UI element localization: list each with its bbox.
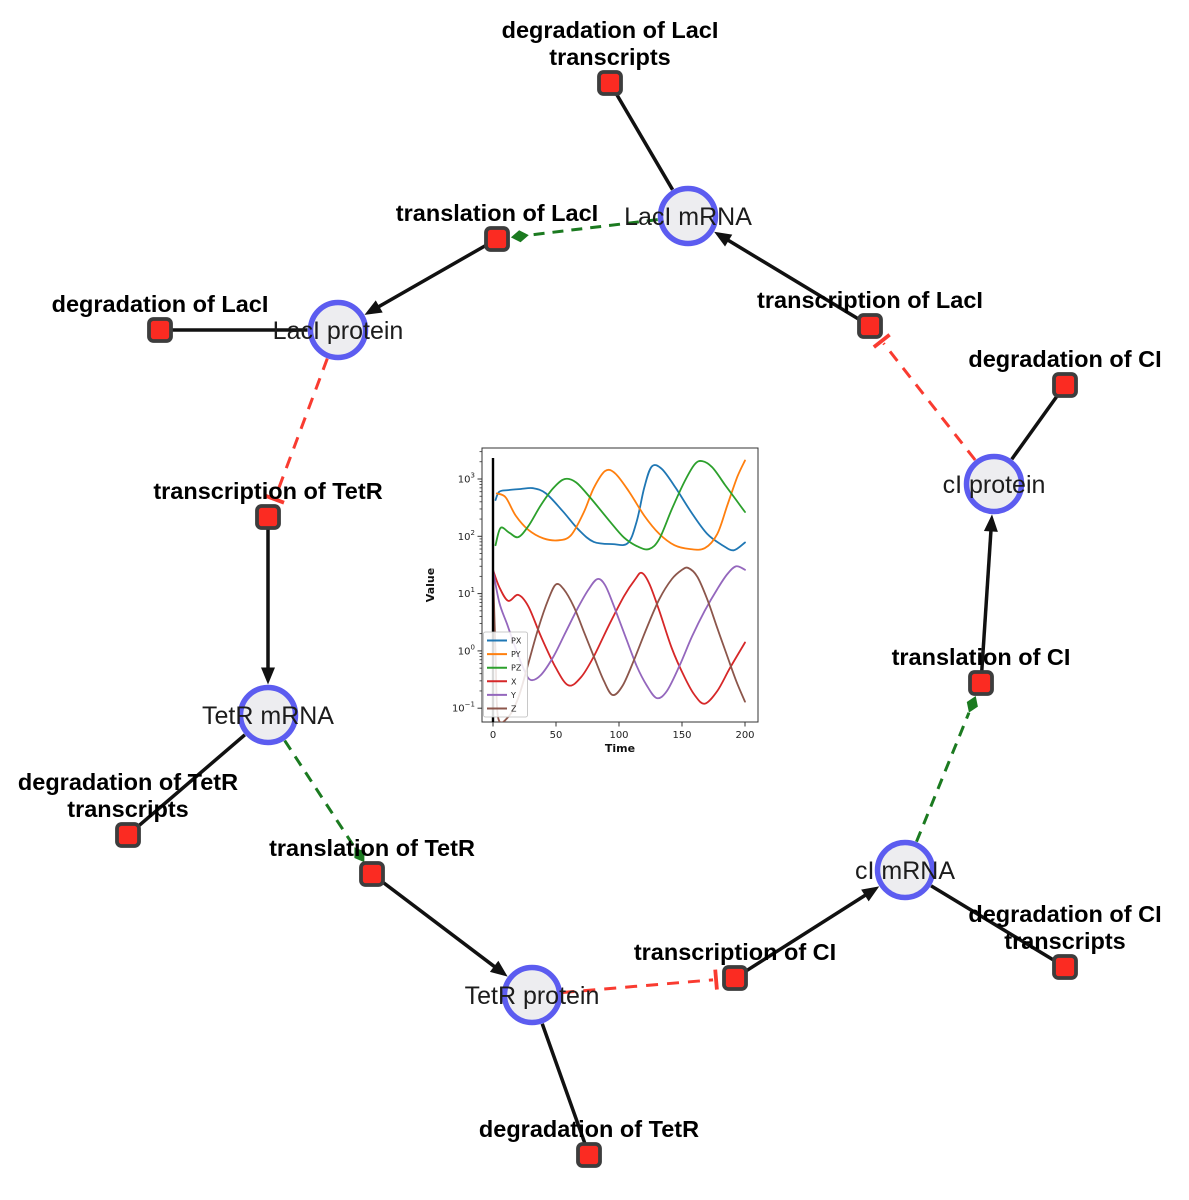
legend-entry-PZ: PZ <box>511 664 522 673</box>
edges-layer <box>135 92 1060 1145</box>
arrowhead-icon <box>983 514 998 532</box>
edge-transcription-tetr-to-mrna <box>261 529 275 685</box>
edge-tetr-mrna-to-deg-transcripts <box>135 733 246 829</box>
labels-layer: degradation of LacI transcripts translatio… <box>18 17 1162 1142</box>
reaction-node-translation-tetr[interactable] <box>359 861 385 887</box>
y-tick-label: 101 <box>458 586 475 600</box>
arrowhead-icon <box>714 231 733 247</box>
species-node-tetr-protein[interactable] <box>501 964 563 1026</box>
arrowhead-icon <box>364 300 383 315</box>
series-curve-PZ <box>494 460 746 551</box>
legend-entry-PY: PY <box>511 650 521 659</box>
series-curve-PX <box>494 464 746 552</box>
reaction-label-deg-ci: degradation of CI <box>968 346 1161 372</box>
reaction-label-translation-laci: translation of LacI <box>396 200 598 226</box>
reaction-node-transcription-ci[interactable] <box>722 965 748 991</box>
reaction-node-deg-ci-transcripts[interactable] <box>1052 954 1078 980</box>
series-curve-Z <box>492 566 746 722</box>
species-label-tetr-protein: TetR protein <box>465 982 600 1010</box>
plot-frame <box>481 447 759 723</box>
legend-entry-Z: Z <box>511 705 517 714</box>
edge-ci-mrna-to-deg-transcripts <box>930 884 1056 963</box>
x-tick-label: 150 <box>672 730 691 741</box>
edge-laci-mrna-to-deg-transcripts <box>614 92 675 191</box>
reaction-node-translation-laci[interactable] <box>484 226 510 252</box>
edge-transcription-ci-to-mrna <box>744 886 880 974</box>
edge-ci-protein-to-deg <box>1010 393 1060 461</box>
edge-translation-tetr-to-protein <box>380 879 508 977</box>
nodes-layer <box>115 70 1078 1168</box>
modifier-diamond-icon <box>966 695 978 713</box>
arrowhead-icon <box>489 960 508 977</box>
series-curve-Y <box>492 565 746 700</box>
legend-entry-X: X <box>511 677 517 686</box>
species-label-ci-mrna: cI mRNA <box>855 857 955 885</box>
edge-laci-protein-inhibits-transcription-tetr <box>264 358 329 505</box>
reaction-label-translation-tetr: translation of TetR <box>269 835 475 861</box>
reaction-node-deg-ci[interactable] <box>1052 372 1078 398</box>
species-label-tetr-mrna: TetR mRNA <box>202 702 334 730</box>
x-tick-label: 50 <box>550 730 563 741</box>
modifier-diamond-icon <box>354 847 365 863</box>
legend-entry-PX: PX <box>511 637 522 646</box>
x-tick-label: 200 <box>735 730 754 741</box>
arrowhead-icon <box>261 667 275 685</box>
species-node-laci-mrna[interactable] <box>657 185 719 247</box>
modifier-diamond-icon <box>510 230 529 243</box>
plot-curves <box>492 459 746 722</box>
reaction-label-deg-ci-transcripts: degradation of CI transcripts <box>968 901 1161 954</box>
species-node-tetr-mrna[interactable] <box>237 684 299 746</box>
arrowhead-icon <box>861 886 880 902</box>
edge-translation-ci-to-protein <box>980 514 998 672</box>
reaction-label-deg-laci: degradation of LacI <box>52 291 269 317</box>
reaction-label-deg-tetr-transcripts: degradation of TetR transcripts <box>18 769 238 822</box>
x-tick-label: 0 <box>490 730 496 741</box>
reaction-label-transcription-tetr: transcription of TetR <box>153 478 382 504</box>
reaction-node-transcription-tetr[interactable] <box>255 504 281 530</box>
species-label-ci-protein: cI protein <box>943 471 1046 499</box>
reaction-node-deg-tetr-transcripts[interactable] <box>115 822 141 848</box>
reaction-node-transcription-laci[interactable] <box>857 313 883 339</box>
y-tick-label: 102 <box>458 529 475 543</box>
reaction-node-deg-laci[interactable] <box>147 317 173 343</box>
x-axis-label: Time <box>605 742 635 755</box>
reaction-label-translation-ci: translation of CI <box>892 644 1071 670</box>
inhibitor-tbar-icon <box>872 333 891 349</box>
edge-laci-mrna-to-translation <box>510 218 658 243</box>
reaction-label-transcription-ci: transcription of CI <box>634 939 836 965</box>
edge-ci-mrna-to-translation <box>915 695 978 843</box>
reaction-node-deg-laci-transcripts[interactable] <box>597 70 623 96</box>
reaction-label-deg-tetr: degradation of TetR <box>479 1116 699 1142</box>
plot-legend: PX PY PZ XYZ <box>483 631 528 718</box>
reaction-label-transcription-laci: transcription of LacI <box>757 287 983 313</box>
species-label-laci-mrna: LacI mRNA <box>624 203 752 231</box>
y-tick-label: 103 <box>458 472 475 486</box>
inhibitor-tbar-icon <box>713 969 719 990</box>
edge-tetr-protein-inhibits-transcription-ci <box>562 969 719 994</box>
y-axis-label: Value <box>424 568 437 602</box>
species-node-ci-mrna[interactable] <box>874 839 936 901</box>
edge-ci-protein-inhibits-transcription-laci <box>872 333 977 461</box>
inhibitor-tbar-icon <box>264 493 285 505</box>
legend-entry-Y: Y <box>510 691 516 700</box>
species-node-laci-protein[interactable] <box>307 299 369 361</box>
x-tick-label: 100 <box>609 730 628 741</box>
series-curve-PY <box>495 459 746 551</box>
reaction-node-deg-tetr[interactable] <box>576 1142 602 1168</box>
edge-tetr-mrna-to-translation <box>283 739 365 863</box>
edge-transcription-laci-to-mrna <box>714 231 861 322</box>
edge-translation-laci-to-protein <box>364 243 488 315</box>
y-tick-label: 100 <box>458 643 475 657</box>
edge-tetr-protein-to-deg <box>540 1023 587 1145</box>
species-node-ci-protein[interactable] <box>963 453 1025 515</box>
species-label-laci-protein: LacI protein <box>273 317 404 345</box>
reaction-node-translation-ci[interactable] <box>968 670 994 696</box>
y-tick-label: 10−1 <box>452 701 475 715</box>
series-curve-X <box>492 568 746 705</box>
reaction-label-deg-laci-transcripts: degradation of LacI transcripts <box>502 17 719 70</box>
